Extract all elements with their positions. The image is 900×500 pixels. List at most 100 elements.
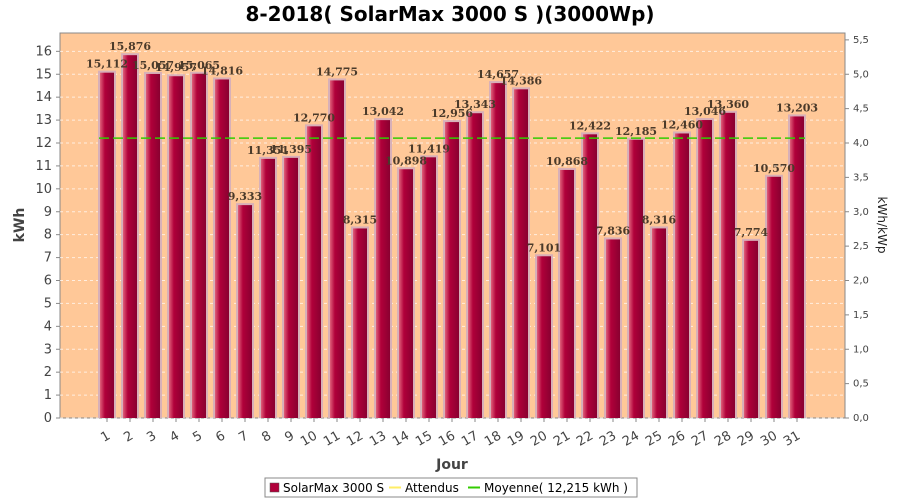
chart-title: 8-2018( SolarMax 3000 S )(3000Wp) [245, 2, 654, 26]
x-tick-label: 26 [666, 428, 688, 449]
x-tick-label: 14 [390, 428, 412, 449]
x-tick-label: 1 [98, 428, 113, 445]
data-label: 7,774 [734, 226, 769, 239]
bar [399, 169, 413, 418]
y2-tick-label: 2,0 [853, 276, 869, 287]
x-tick-label: 18 [482, 428, 504, 449]
data-label: 12,956 [431, 107, 473, 120]
x-tick-label: 28 [712, 428, 734, 449]
x-tick-label: 10 [298, 428, 320, 449]
x-tick-label: 9 [282, 428, 297, 445]
y2-tick-label: 5,0 [853, 69, 869, 80]
data-label: 11,351 [247, 144, 289, 157]
y2-tick-label: 1,0 [853, 344, 869, 355]
data-label: 13,343 [454, 98, 496, 111]
x-tick-label: 5 [190, 428, 205, 445]
bar [330, 80, 344, 418]
y2-tick-label: 5,5 [853, 35, 869, 46]
legend-swatch-series [269, 482, 280, 493]
data-label: 14,957 [155, 61, 197, 74]
x-tick-label: 31 [781, 428, 803, 449]
y2-tick-label: 3,5 [853, 172, 869, 183]
data-label: 14,657 [477, 68, 519, 81]
legend-label-average: Moyenne( 12,215 kWh ) [484, 481, 628, 495]
bar [744, 240, 758, 418]
y-tick-label: 5 [44, 296, 52, 311]
legend-frame [264, 477, 638, 498]
bar [422, 157, 436, 419]
x-tick-label: 17 [459, 428, 481, 449]
data-label: 9,333 [228, 190, 262, 203]
y-tick-label: 7 [44, 251, 52, 266]
y2-tick-label: 2,5 [853, 241, 869, 252]
y-tick-label: 6 [44, 274, 52, 289]
data-label: 7,101 [527, 241, 561, 254]
x-tick-label: 30 [758, 428, 780, 449]
bar [698, 120, 712, 418]
y-tick-label: 8 [44, 228, 52, 243]
bar [583, 134, 597, 418]
x-tick-label: 27 [689, 428, 711, 449]
bar [514, 89, 528, 418]
data-label: 15,065 [178, 59, 220, 72]
y2-tick-label: 0,5 [853, 379, 869, 390]
bar [123, 55, 137, 419]
bar [192, 73, 206, 419]
y2-tick-label: 4,0 [853, 138, 869, 149]
y2-tick-label: 4,5 [853, 104, 869, 115]
x-tick-label: 4 [167, 428, 182, 445]
bar [537, 256, 551, 418]
data-label: 13,360 [707, 98, 749, 111]
y-tick-label: 4 [44, 319, 52, 334]
y-tick-label: 16 [35, 44, 52, 59]
data-label: 13,042 [362, 105, 404, 118]
x-tick-label: 13 [367, 428, 389, 449]
data-label: 15,057 [132, 59, 174, 72]
bar [721, 112, 735, 418]
data-label: 10,868 [546, 155, 588, 168]
legend-label-series: SolarMax 3000 S [283, 481, 384, 495]
bar [652, 228, 666, 418]
x-tick-label: 25 [643, 428, 665, 449]
bar [146, 73, 160, 418]
data-label: 15,112 [86, 58, 128, 71]
data-label: 15,876 [109, 40, 151, 53]
bar [767, 176, 781, 418]
y-tick-label: 1 [44, 388, 52, 403]
y2-tick-label: 1,5 [853, 310, 869, 321]
bar [560, 169, 574, 418]
x-tick-label: 7 [236, 428, 251, 445]
bar [468, 113, 482, 419]
bar [307, 126, 321, 419]
y-tick-label: 12 [35, 136, 52, 151]
data-label: 8,316 [642, 213, 677, 226]
x-tick-label: 12 [344, 428, 366, 449]
bar [215, 79, 229, 418]
y2-tick-label: 0,0 [853, 413, 869, 424]
bar [491, 83, 505, 419]
data-label: 11,395 [270, 143, 312, 156]
x-tick-label: 23 [597, 428, 619, 449]
bar [445, 122, 459, 418]
y-tick-label: 11 [35, 159, 52, 174]
y-tick-label: 9 [44, 205, 52, 220]
x-tick-label: 6 [213, 428, 228, 445]
bar [376, 120, 390, 418]
y-tick-label: 15 [35, 67, 52, 82]
bar [790, 116, 804, 419]
data-label: 12,460 [661, 118, 703, 131]
data-label: 12,185 [615, 125, 657, 138]
y2-tick-label: 3,0 [853, 207, 869, 218]
x-tick-label: 15 [413, 428, 435, 449]
x-tick-label: 2 [121, 428, 136, 445]
y-tick-label: 14 [35, 90, 52, 105]
x-tick-label: 19 [505, 428, 527, 449]
y-tick-label: 10 [35, 182, 52, 197]
data-label: 13,203 [776, 101, 818, 114]
bar [169, 76, 183, 419]
x-tick-label: 21 [551, 428, 573, 449]
x-axis-label: Jour [435, 457, 468, 473]
bar [675, 133, 689, 419]
legend-label-expected: Attendus [405, 481, 459, 495]
